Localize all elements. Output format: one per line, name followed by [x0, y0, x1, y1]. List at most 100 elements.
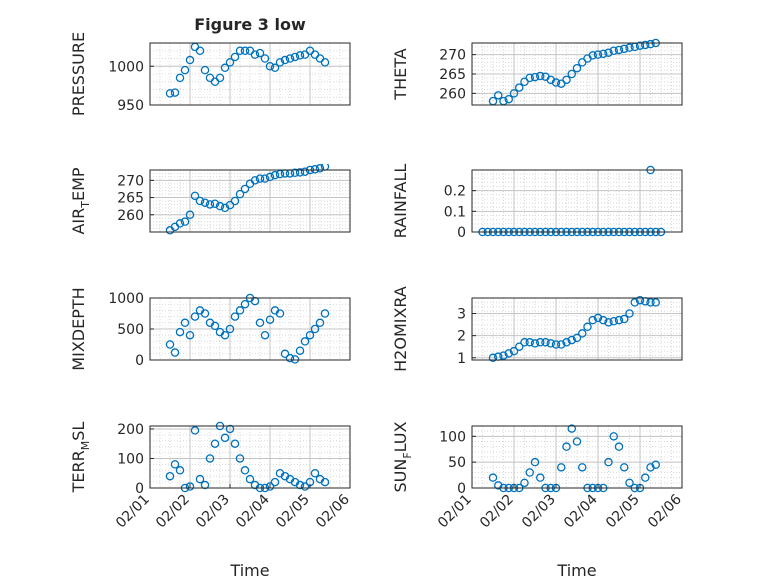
subplot-2: 260 265 270 THETA — [391, 38, 683, 106]
data-point — [170, 88, 180, 97]
data-point — [280, 349, 290, 359]
data-point — [190, 426, 200, 435]
data-point — [265, 482, 275, 491]
data-point — [609, 316, 619, 326]
data-point — [245, 474, 255, 484]
data-point — [220, 63, 230, 73]
data-point — [515, 342, 524, 351]
data-point — [562, 442, 571, 451]
data-point — [536, 338, 545, 347]
axes-box — [471, 169, 683, 233]
data-point — [235, 454, 245, 463]
data-point — [285, 353, 295, 363]
data-point — [295, 51, 305, 60]
data-point — [604, 318, 613, 327]
y-axis-label: TERRMSL — [69, 422, 92, 494]
data-point — [551, 340, 561, 349]
data-point — [630, 298, 640, 307]
data-point — [195, 196, 205, 206]
data-point — [641, 473, 650, 482]
y-axis-label-base: SUN — [391, 459, 410, 493]
subplot-4: 0 0.1 0.2 RAINFALL — [391, 164, 683, 241]
data-point — [509, 89, 519, 98]
data-point — [220, 433, 230, 443]
data-point — [250, 176, 260, 185]
data-point — [190, 312, 200, 321]
axes-box — [149, 169, 351, 233]
y-tick-label: 1000 — [108, 59, 144, 75]
data-point — [541, 338, 550, 347]
data-point — [220, 330, 230, 340]
data-point — [180, 217, 190, 226]
data-point — [300, 482, 310, 491]
data-point — [646, 298, 655, 307]
data-point — [488, 473, 498, 482]
y-axis-label: AIRTEMP — [69, 167, 92, 234]
data-point — [195, 46, 205, 56]
data-point — [567, 335, 577, 345]
y-tick-label: 0 — [457, 225, 466, 241]
data-point — [205, 454, 215, 463]
data-point — [320, 477, 330, 487]
y-axis-label: RAINFALL — [391, 164, 410, 239]
y-tick-label: 100 — [117, 451, 144, 467]
data-point — [255, 174, 265, 183]
data-point — [185, 55, 195, 65]
data-point — [493, 481, 503, 490]
data-point — [604, 457, 613, 467]
data-markers — [488, 38, 661, 106]
data-point — [170, 348, 180, 357]
data-point — [614, 315, 624, 325]
data-markers — [165, 421, 330, 493]
data-point — [520, 338, 529, 347]
data-point — [270, 170, 280, 180]
data-point — [536, 71, 545, 81]
data-point — [651, 460, 661, 469]
y-tick-label: 265 — [439, 67, 466, 83]
data-point — [215, 201, 225, 211]
data-point — [546, 339, 556, 348]
data-point — [175, 219, 185, 228]
data-point — [180, 318, 190, 328]
y-tick-label: 200 — [117, 422, 144, 438]
data-point — [265, 172, 275, 182]
data-point — [165, 340, 175, 349]
subplot-1: 950 1000 PRESSURE Figure 3 low — [69, 15, 351, 116]
data-point — [635, 41, 645, 50]
data-point — [310, 165, 320, 174]
data-point — [210, 321, 220, 331]
data-point — [300, 337, 310, 346]
data-point — [572, 333, 582, 343]
y-axis-label: THETA — [391, 48, 410, 100]
data-point — [225, 324, 235, 334]
y-tick-label: 500 — [117, 322, 144, 338]
data-point — [320, 58, 330, 67]
data-point — [593, 50, 603, 59]
y-tick-label: 0.1 — [444, 204, 466, 220]
data-point — [551, 78, 561, 87]
data-point — [651, 298, 661, 307]
data-point — [185, 210, 195, 220]
subplot-5: 0 500 1000 MIXDEPTH — [69, 287, 351, 371]
data-point — [290, 355, 300, 364]
axes-box — [471, 297, 683, 361]
data-point — [562, 75, 571, 85]
data-point — [315, 318, 325, 328]
data-point — [210, 199, 220, 209]
y-tick-label: 0 — [135, 353, 144, 369]
data-point — [230, 439, 240, 448]
data-point — [588, 315, 598, 325]
y-tick-label: 270 — [439, 48, 466, 64]
data-point — [525, 73, 535, 83]
data-markers — [165, 293, 330, 364]
data-point — [275, 58, 285, 67]
data-point — [635, 295, 645, 305]
data-point — [620, 314, 629, 324]
data-point — [588, 51, 598, 60]
data-point — [562, 338, 571, 347]
data-point — [240, 466, 250, 475]
data-point — [200, 480, 210, 490]
